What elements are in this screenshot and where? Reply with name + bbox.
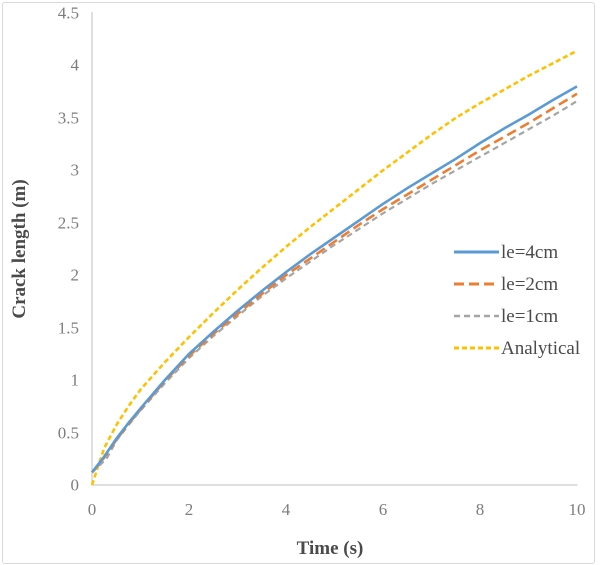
y-tick-label-0.5: 0.5 — [57, 423, 79, 443]
y-tick-label-3.5: 3.5 — [57, 108, 79, 128]
x-tick-label-6: 6 — [378, 500, 388, 519]
y-tick-label-1.5: 1.5 — [57, 318, 79, 338]
legend-line-le4cm — [454, 250, 499, 254]
series-line-analytical — [90, 49, 578, 486]
y-tick-label-2.5: 2.5 — [57, 213, 79, 233]
legend: le=4cm le=2cm le=1cm Analytical — [453, 236, 580, 364]
legend-line-le1cm — [454, 314, 499, 318]
legend-item-analytical: Analytical — [453, 332, 580, 364]
legend-item-le2cm: le=2cm — [453, 268, 580, 300]
x-tick-label-2: 2 — [184, 500, 194, 519]
legend-line-le2cm — [454, 282, 499, 286]
x-tick-label-4: 4 — [281, 500, 291, 519]
series-line-le2cm — [90, 92, 578, 474]
y-axis-title: Crack length (m) — [9, 179, 30, 319]
y-tick-label-4.5: 4.5 — [57, 3, 79, 23]
y-tick-label-1: 1 — [70, 370, 80, 390]
legend-item-le4cm: le=4cm — [453, 236, 580, 268]
legend-line-analytical — [454, 346, 499, 350]
legend-label-analytical: Analytical — [501, 337, 581, 359]
series-line-le1cm — [91, 100, 578, 474]
y-tick-label-2: 2 — [70, 265, 80, 285]
x-tick-label-8: 8 — [475, 500, 485, 519]
series-line-le4cm — [90, 85, 578, 474]
legend-item-le1cm: le=1cm — [453, 300, 580, 332]
y-tick-label-3: 3 — [70, 160, 80, 180]
legend-label-le2cm: le=2cm — [501, 273, 559, 295]
x-axis-title: Time (s) — [296, 538, 364, 559]
y-tick-label-0: 0 — [70, 475, 80, 495]
x-tick-label-0: 0 — [87, 500, 97, 519]
y-tick-label-4: 4 — [70, 55, 80, 75]
legend-label-le1cm: le=1cm — [501, 305, 559, 327]
x-tick-label-10: 10 — [568, 500, 586, 519]
legend-label-le4cm: le=4cm — [501, 241, 559, 263]
